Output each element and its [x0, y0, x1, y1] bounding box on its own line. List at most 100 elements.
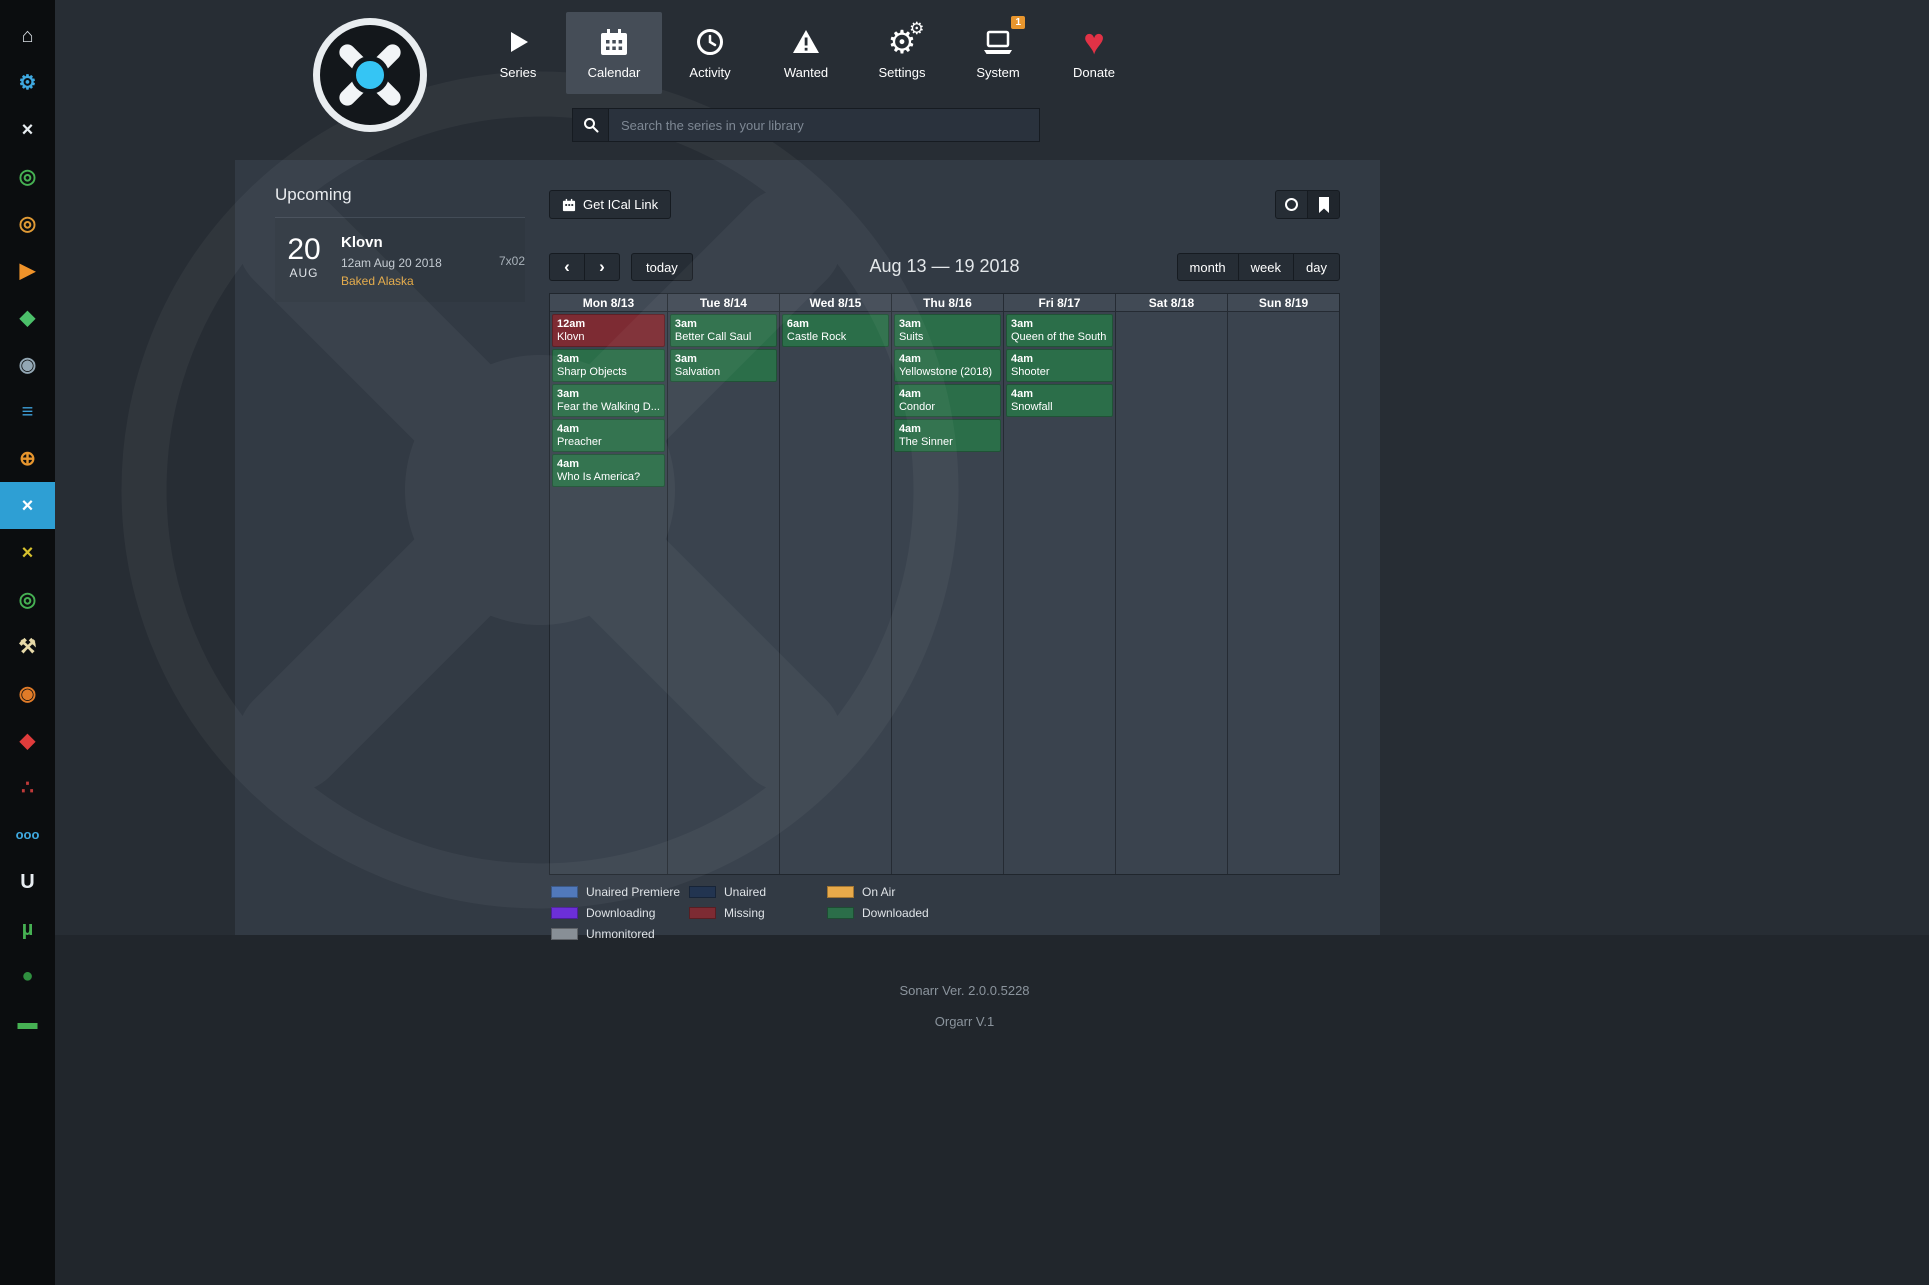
- calendar-icon: [599, 22, 629, 62]
- nav-calendar[interactable]: Calendar: [566, 12, 662, 94]
- calendar-event-title: Salvation: [674, 366, 721, 378]
- legend-item: Unaired Premiere: [551, 885, 689, 899]
- upcoming-event-episode: Baked Alaska: [341, 274, 414, 288]
- sidebar-app-green-diamond[interactable]: ◆: [0, 294, 55, 341]
- calendar-event-time: 6am: [786, 318, 809, 330]
- calendar-event-title: Yellowstone (2018): [898, 366, 993, 378]
- view-day-button[interactable]: day: [1293, 253, 1340, 281]
- upcoming-event[interactable]: 20 AUG Klovn 12am Aug 20 2018 Baked Alaska 7x…: [275, 218, 525, 302]
- upcoming-event-month: AUG: [289, 266, 319, 280]
- calendar-day-column: Wed 8/15 6am Castle Rock: [779, 294, 892, 874]
- orange-play-icon: ▶: [19, 259, 36, 282]
- legend-label: On Air: [862, 885, 896, 899]
- sidebar-app-yellow-x[interactable]: ×: [0, 529, 55, 576]
- orange-swirl-icon: ◉: [18, 682, 37, 705]
- calendar-event-title: Snowfall: [1010, 401, 1053, 413]
- calendar-section: Get ICal Link Aug 13 — 19 2018 ‹ ›: [549, 185, 1340, 941]
- nav-wanted-label: Wanted: [783, 65, 829, 80]
- sidebar-app-sonarr-white[interactable]: ×: [0, 106, 55, 153]
- sidebar-app-orange-ring[interactable]: ◎: [0, 200, 55, 247]
- calendar-event[interactable]: 12am Klovn: [552, 314, 665, 347]
- nav-donate[interactable]: ♥ Donate: [1046, 12, 1142, 94]
- nav-settings[interactable]: ⚙ ⚙ Settings: [854, 12, 950, 94]
- calendar-event[interactable]: 4am Snowfall: [1005, 384, 1113, 417]
- calendar-event[interactable]: 3am Sharp Objects: [552, 349, 665, 382]
- calendar-event[interactable]: 4am Yellowstone (2018): [893, 349, 1001, 382]
- play-icon: [505, 22, 531, 62]
- upcoming-event-title: Klovn: [341, 234, 383, 251]
- sidebar-app-settings-gear[interactable]: ⚙: [0, 59, 55, 106]
- utorrent-icon: µ: [21, 917, 34, 940]
- calendar-day-events: 3am Better Call Saul 3am Salvation: [668, 312, 779, 386]
- prev-week-button[interactable]: ‹: [549, 253, 585, 281]
- sidebar-app-home[interactable]: ⌂: [0, 12, 55, 59]
- legend-swatch: [689, 907, 716, 919]
- laptop-icon: 1: [983, 16, 1025, 62]
- calendar-event[interactable]: 3am Fear the Walking D...: [552, 384, 665, 417]
- calendar-day-events: [1116, 312, 1227, 316]
- get-ical-link-button[interactable]: Get ICal Link: [549, 190, 672, 219]
- legend-column: Unaired Premiere Downloading Unmonitored: [551, 885, 689, 948]
- calendar-event[interactable]: 3am Better Call Saul: [669, 314, 777, 347]
- calendar-day-events: [1228, 312, 1339, 316]
- nav-activity[interactable]: Activity: [662, 12, 758, 94]
- nav-series[interactable]: Series: [470, 12, 566, 94]
- legend-item: Downloading: [551, 906, 689, 920]
- sidebar-app-orange-swirl[interactable]: ◉: [0, 670, 55, 717]
- today-button[interactable]: today: [631, 253, 693, 281]
- search-input[interactable]: [608, 108, 1040, 142]
- sonarr-logo-inner: [320, 25, 420, 125]
- sidebar-app-green-block[interactable]: ▬: [0, 999, 55, 1046]
- sidebar-app-orange-search[interactable]: ⊕: [0, 435, 55, 482]
- legend-label: Downloading: [586, 906, 656, 920]
- footer: Sonarr Ver. 2.0.0.5228 Orgarr V.1: [0, 935, 1929, 1285]
- sonarr-logo[interactable]: [313, 18, 427, 132]
- calendar-event[interactable]: 4am Shooter: [1005, 349, 1113, 382]
- orange-ring-icon: ◎: [18, 212, 37, 235]
- calendar-event[interactable]: 3am Queen of the South: [1005, 314, 1113, 347]
- agenda-toggle-button[interactable]: [1275, 190, 1308, 219]
- bookmark-toggle-button[interactable]: [1307, 190, 1340, 219]
- sidebar-app-orange-play[interactable]: ▶: [0, 247, 55, 294]
- sidebar-app-green-ring-2[interactable]: ◎: [0, 576, 55, 623]
- blue-bars-icon: ≡: [21, 400, 34, 423]
- sidebar-app-dark-green-circle[interactable]: ●: [0, 952, 55, 999]
- calendar-event-title: Condor: [898, 401, 936, 413]
- calendar-event-title: Shooter: [1010, 366, 1050, 378]
- next-week-button[interactable]: ›: [584, 253, 620, 281]
- calendar-event[interactable]: 4am Preacher: [552, 419, 665, 452]
- green-ring-icon: ◎: [18, 165, 37, 188]
- main-nav: Series Calendar Activity: [470, 12, 1142, 94]
- view-month-button[interactable]: month: [1176, 253, 1239, 281]
- nav-series-label: Series: [499, 65, 537, 80]
- calendar-event[interactable]: 4am Who Is America?: [552, 454, 665, 487]
- sidebar-app-blue-ooo[interactable]: ooo: [0, 811, 55, 858]
- calendar-nav-row: Aug 13 — 19 2018 ‹ › today month week da…: [549, 253, 1340, 281]
- nav-wanted[interactable]: Wanted: [758, 12, 854, 94]
- sidebar-app-utorrent[interactable]: µ: [0, 905, 55, 952]
- main-panel: Upcoming 20 AUG Klovn 12am Aug 20 2018 Baked…: [235, 160, 1380, 941]
- calendar-event[interactable]: 4am Condor: [893, 384, 1001, 417]
- sidebar-app-blue-bars[interactable]: ≡: [0, 388, 55, 435]
- view-week-button[interactable]: week: [1237, 253, 1295, 281]
- sidebar-app-green-ring[interactable]: ◎: [0, 153, 55, 200]
- calendar-event-title: Klovn: [557, 331, 585, 343]
- calendar-event-title: Queen of the South: [1010, 331, 1107, 343]
- letter-u-icon: U: [20, 870, 35, 893]
- system-badge: 1: [1011, 16, 1025, 29]
- sidebar-app-gray-circle[interactable]: ◉: [0, 341, 55, 388]
- sidebar-app-tools[interactable]: ⚒: [0, 623, 55, 670]
- calendar-day-header: Fri 8/17: [1003, 294, 1115, 312]
- calendar-event[interactable]: 3am Suits: [893, 314, 1001, 347]
- calendar-day-events: 12am Klovn 3am Sharp Objects 3am Fear the Wal…: [550, 312, 667, 491]
- calendar-event-time: 12am: [557, 318, 586, 330]
- logo-center-dot: [351, 56, 389, 94]
- sidebar-app-letter-u[interactable]: U: [0, 858, 55, 905]
- sidebar-app-red-shield[interactable]: ◆: [0, 717, 55, 764]
- calendar-event[interactable]: 3am Salvation: [669, 349, 777, 382]
- sidebar-app-red-cluster[interactable]: ∴: [0, 764, 55, 811]
- nav-system[interactable]: 1 System: [950, 12, 1046, 94]
- sidebar-app-sonarr-active[interactable]: ×: [0, 482, 55, 529]
- calendar-event[interactable]: 6am Castle Rock: [781, 314, 889, 347]
- calendar-event[interactable]: 4am The Sinner: [893, 419, 1001, 452]
